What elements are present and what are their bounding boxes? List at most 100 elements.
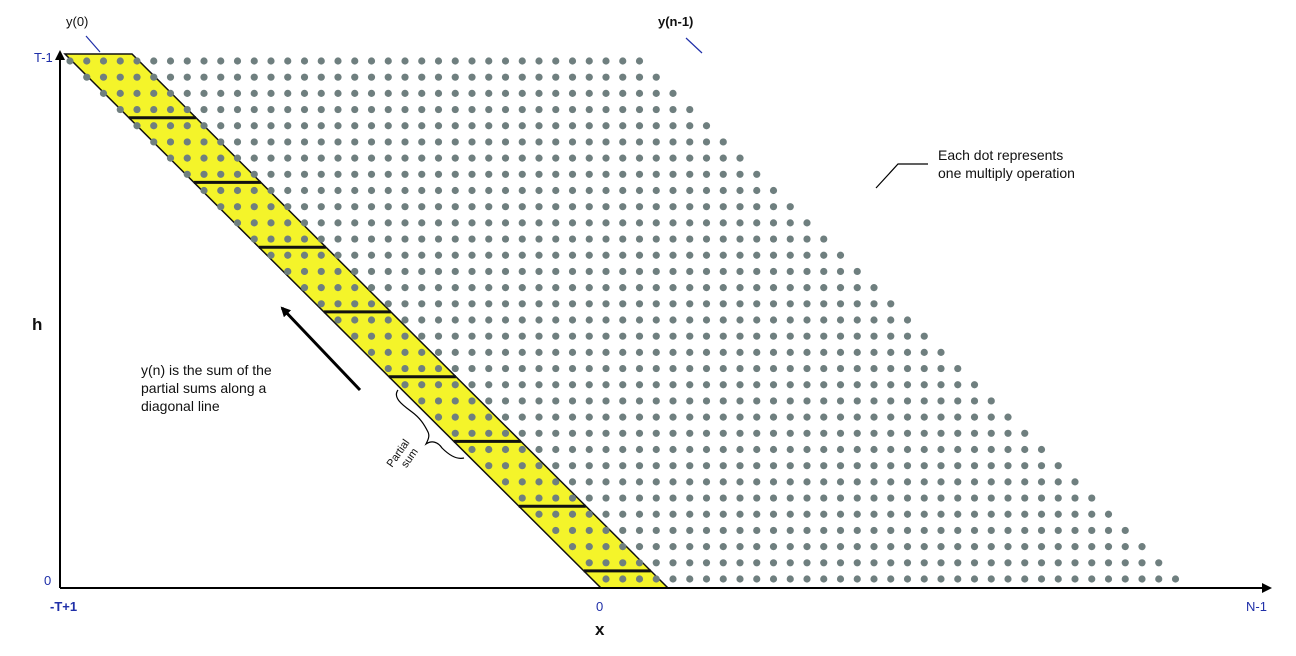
multiply-dot — [401, 57, 409, 65]
multiply-dot — [568, 57, 577, 65]
multiply-dot — [702, 284, 711, 292]
multiply-dot — [937, 445, 945, 454]
multiply-dot — [552, 186, 560, 195]
multiply-dot — [501, 138, 510, 146]
multiply-dot — [870, 364, 878, 373]
multiply-dot — [719, 316, 727, 324]
multiply-dot — [518, 478, 526, 486]
multiply-dot — [284, 89, 292, 97]
multiply-dot — [753, 284, 761, 292]
multiply-dot — [300, 267, 309, 276]
multiply-dot — [384, 203, 392, 211]
multiply-dot — [585, 364, 593, 373]
multiply-dot — [669, 300, 677, 308]
multiply-dot — [1121, 543, 1129, 551]
multiply-dot — [736, 543, 744, 551]
multiply-dot — [736, 381, 744, 389]
multiply-dot — [367, 154, 376, 162]
multiply-dot — [501, 413, 510, 421]
multiply-dot — [284, 203, 292, 211]
multiply-dot — [1054, 510, 1062, 518]
multiply-dot — [669, 429, 677, 437]
multiply-dot — [518, 73, 526, 81]
multiply-dot — [568, 478, 577, 486]
multiply-dot — [669, 235, 677, 243]
multiply-dot — [267, 122, 275, 130]
multiply-dot — [736, 219, 744, 227]
multiply-dot — [267, 219, 275, 227]
multiply-dot — [803, 364, 811, 373]
multiply-dot — [384, 122, 392, 130]
multiply-dot — [836, 559, 845, 567]
multiply-dot — [602, 57, 610, 65]
multiply-dot — [635, 203, 644, 211]
multiply-dot — [183, 138, 191, 146]
multiply-dot — [334, 122, 342, 130]
multiply-dot — [568, 445, 577, 454]
multiply-dot — [501, 478, 510, 486]
multiply-dot — [753, 251, 761, 259]
multiply-dot — [384, 73, 392, 81]
multiply-dot — [820, 364, 828, 373]
multiply-dot — [853, 300, 861, 308]
multiply-dot — [535, 251, 543, 259]
multiply-dot — [351, 105, 359, 114]
multiply-dot — [418, 251, 426, 259]
multiply-dot — [1104, 559, 1113, 567]
multiply-dot — [1071, 478, 1079, 486]
multiply-dot — [970, 526, 979, 535]
multiply-dot — [954, 462, 962, 470]
multiply-dot — [903, 559, 912, 567]
multiply-dot — [635, 251, 644, 259]
multiply-dot — [987, 462, 995, 470]
multiply-dot — [853, 348, 861, 356]
multiply-dot — [1037, 478, 1046, 486]
multiply-dot — [619, 251, 627, 259]
multiply-dot — [535, 348, 543, 356]
multiply-dot — [334, 89, 342, 97]
multiply-dot — [803, 478, 811, 486]
multiply-dot — [585, 494, 593, 502]
multiply-dot — [753, 186, 761, 195]
multiply-dot — [284, 122, 292, 130]
multiply-dot — [451, 397, 459, 405]
multiply-dot — [585, 478, 593, 486]
multiply-dot — [284, 170, 292, 178]
multiply-dot — [317, 267, 325, 276]
multiply-dot — [1071, 526, 1079, 535]
multiply-dot — [736, 413, 744, 421]
multiply-dot — [669, 381, 677, 389]
multiply-dot — [619, 219, 627, 227]
multiply-dot — [786, 397, 794, 405]
multiply-dot — [183, 122, 191, 130]
multiply-dot — [485, 267, 493, 276]
multiply-dot — [937, 429, 945, 437]
multiply-dot — [351, 186, 359, 195]
multiply-dot — [250, 57, 258, 65]
multiply-dot — [635, 364, 644, 373]
multiply-dot — [267, 203, 275, 211]
multiply-dot — [568, 494, 577, 502]
multiply-dot — [836, 543, 845, 551]
multiply-dot — [300, 284, 309, 292]
multiply-dot — [351, 332, 359, 340]
multiply-dot — [652, 73, 660, 81]
multiply-dot — [334, 203, 342, 211]
multiply-dot — [284, 267, 292, 276]
multiply-dot — [552, 478, 560, 486]
multiply-dot — [485, 73, 493, 81]
multiply-dot — [887, 462, 895, 470]
multiply-dot — [1138, 575, 1146, 583]
multiply-dot — [384, 284, 392, 292]
x-zero-label: 0 — [596, 599, 603, 614]
multiply-dot — [769, 478, 778, 486]
multiply-dot — [485, 57, 493, 65]
multiply-dot — [535, 170, 543, 178]
multiply-dot — [217, 186, 225, 195]
multiply-dot — [820, 478, 828, 486]
multiply-dot — [669, 348, 677, 356]
multiply-dot — [1088, 575, 1096, 583]
multiply-dot — [200, 105, 208, 114]
multiply-dot — [652, 381, 660, 389]
multiply-dot — [652, 186, 660, 195]
